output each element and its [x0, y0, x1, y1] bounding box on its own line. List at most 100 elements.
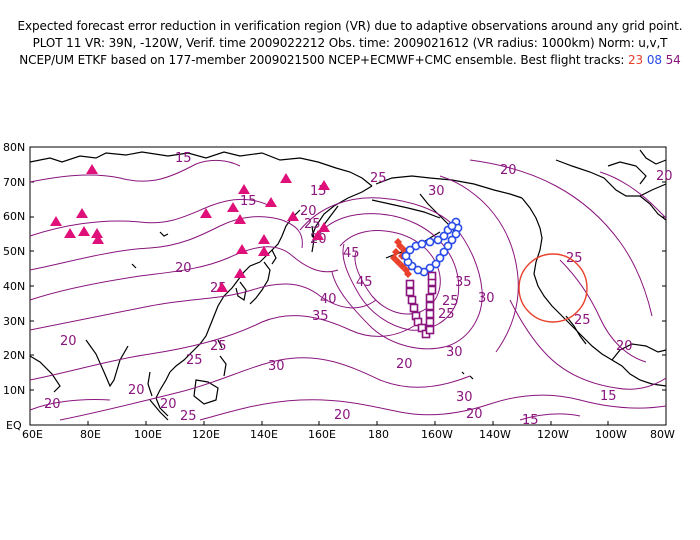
contour-label: 30 — [456, 390, 473, 405]
plot-title-line-2: PLOT 11 VR: 39N, -120W, Verif. time 2009… — [32, 36, 668, 50]
flight-track-id-08: 08 — [646, 53, 662, 67]
track-08-point — [435, 253, 445, 263]
contour-label: 25 — [438, 307, 455, 322]
verification-region-circle — [518, 253, 588, 323]
triangle-marker — [258, 234, 270, 244]
lon-label-140w: 140W — [479, 428, 511, 441]
lat-label-20n: 20N — [3, 349, 25, 362]
triangle-marker — [236, 244, 248, 254]
longitude-axis-labels: 60E 80E 100E 120E 140E 160E 180 160W 140… — [22, 428, 675, 441]
contour-label: 20 — [128, 383, 145, 398]
track-54-point — [427, 271, 437, 281]
contour-label: 15 — [522, 413, 539, 428]
track-23-point — [404, 270, 412, 278]
track-08-point — [447, 235, 457, 245]
flight-track-id-54: 54 — [665, 53, 681, 67]
track-54-point — [425, 301, 435, 311]
lon-label-120e: 120E — [192, 428, 220, 441]
contour-label: 25 — [210, 339, 227, 354]
lon-label-80w: 80W — [650, 428, 675, 441]
lon-label-120w: 120W — [537, 428, 569, 441]
lon-label-100w: 100W — [595, 428, 627, 441]
flight-track-id-23: 23 — [628, 53, 644, 67]
track-08-point — [431, 259, 441, 269]
contour-label: 30 — [428, 184, 445, 199]
contour-label: 25 — [180, 409, 197, 424]
contour-label: 25 — [370, 171, 387, 186]
triangle-marker — [318, 222, 330, 232]
flight-track-54 — [405, 271, 437, 339]
contour-label: 45 — [356, 275, 373, 290]
contour-label: 25 — [304, 217, 321, 232]
lat-label-70n: 70N — [3, 176, 25, 189]
triangle-marker — [238, 184, 250, 194]
track-54-point — [407, 295, 417, 305]
lat-label-60n: 60N — [3, 210, 25, 223]
triangle-marker — [265, 197, 277, 207]
track-54-point — [425, 317, 435, 327]
track-08-point — [405, 245, 415, 255]
track-54-point — [427, 285, 437, 295]
lon-label-100e: 100E — [134, 428, 162, 441]
triangle-marker — [318, 180, 330, 190]
contour-label: 45 — [343, 246, 360, 261]
track-08-point — [417, 239, 427, 249]
track-08-point — [447, 221, 457, 231]
contour-label: 25 — [574, 313, 591, 328]
lon-label-160e: 160E — [308, 428, 336, 441]
contour-labels: 15 15 20 25 20 25 20 15 30 25 20 25 45 4… — [44, 151, 673, 428]
contour-label: 25 — [186, 353, 203, 368]
track-08-point — [439, 247, 449, 257]
contour-label: 20 — [396, 357, 413, 372]
lon-label-180: 180 — [368, 428, 389, 441]
triangle-marker — [92, 234, 104, 244]
contour-label: 40 — [320, 292, 337, 307]
contour-label: 20 — [656, 169, 673, 184]
contour-label: 30 — [478, 291, 495, 306]
track-54-point — [405, 287, 415, 297]
lon-label-60e: 60E — [22, 428, 43, 441]
triangle-marker — [76, 208, 88, 218]
contour-label: 20 — [160, 397, 177, 412]
contour-label: 35 — [455, 275, 472, 290]
triangle-marker — [200, 208, 212, 218]
track-08-point — [443, 241, 453, 251]
contour-label: 25 — [566, 251, 583, 266]
triangle-marker — [312, 230, 324, 240]
track-08-point — [451, 229, 461, 239]
plot-title-line-3: NCEP/UM ETKF based on 177-member 2009021… — [0, 53, 700, 67]
plot-header: Expected forecast error reduction in ver… — [0, 0, 700, 80]
triangle-marker — [216, 282, 228, 292]
lat-label-eq: EQ — [6, 419, 22, 432]
contour-label: 20 — [44, 397, 61, 412]
error-reduction-contours — [29, 159, 667, 421]
contour-label: 30 — [268, 359, 285, 374]
contour-label: 20 — [466, 407, 483, 422]
triangle-marker — [227, 202, 239, 212]
lat-label-50n: 50N — [3, 245, 25, 258]
contour-label: 25 — [442, 294, 459, 309]
track-08-point — [433, 235, 443, 245]
triangle-marker — [234, 268, 246, 278]
contour-label: 15 — [600, 389, 617, 404]
triangle-marker — [50, 216, 62, 226]
triangle-marker — [234, 214, 246, 224]
triangle-marker — [258, 246, 270, 256]
lon-label-80e: 80E — [80, 428, 101, 441]
track-08-point — [425, 263, 435, 273]
plot-title-line-3-text: NCEP/UM ETKF based on 177-member 2009021… — [19, 53, 625, 67]
track-08-point — [439, 231, 449, 241]
lon-label-140e: 140E — [250, 428, 278, 441]
lat-label-40n: 40N — [3, 280, 25, 293]
track-08-point — [425, 237, 435, 247]
lat-label-10n: 10N — [3, 384, 25, 397]
contour-label: 15 — [240, 194, 257, 209]
track-54-point — [425, 293, 435, 303]
plot-title-line-1: Expected forecast error reduction in ver… — [17, 19, 683, 33]
lat-label-30n: 30N — [3, 315, 25, 328]
track-54-point — [425, 309, 435, 319]
contour-label: 20 — [334, 408, 351, 423]
latitude-axis-labels: 80N 70N 60N 50N 40N 30N 20N 10N EQ — [3, 141, 25, 432]
contour-label: 20 — [300, 204, 317, 219]
